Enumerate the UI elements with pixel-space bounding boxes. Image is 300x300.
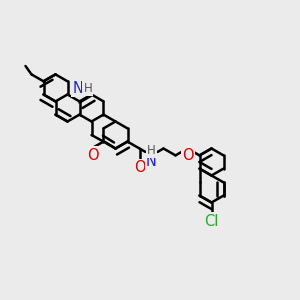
Text: H: H: [147, 144, 156, 157]
Text: Cl: Cl: [205, 214, 219, 229]
Text: N: N: [146, 154, 157, 169]
Text: N: N: [73, 81, 83, 96]
Text: O: O: [182, 148, 194, 163]
Text: O: O: [87, 148, 99, 163]
Text: O: O: [135, 160, 146, 175]
Text: H: H: [83, 82, 92, 95]
